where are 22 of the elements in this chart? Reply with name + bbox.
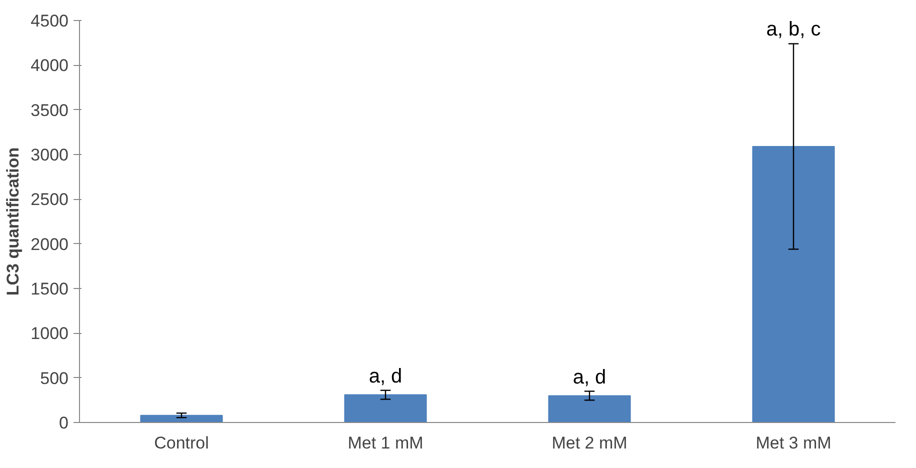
bar [344,394,427,422]
bar [548,395,631,422]
y-axis-title: LC3 quantification [4,147,23,296]
x-tick-label: Met 1 mM [348,434,424,452]
y-tick-label: 0 [59,414,69,432]
y-tick-label: 1500 [30,280,69,298]
bar [140,414,223,422]
y-tick-label: 3500 [30,100,69,120]
y-tick-label: 3000 [30,146,69,164]
annotation: a, d [368,365,402,388]
x-tick-label: Met 3 mM [756,434,832,452]
y-tick-label: 4500 [30,12,69,30]
y-tick-label: 2000 [30,234,69,254]
annotation: a, d [572,366,606,389]
y-tick-label: 2500 [30,190,69,210]
y-tick-label: 500 [40,368,69,388]
bar [752,146,835,422]
annotation: a, b, c [766,18,821,41]
x-tick-label: Control [154,434,209,452]
y-tick-label: 1000 [30,324,69,344]
x-tick-label: Met 2 mM [552,434,628,452]
y-tick-label: 4000 [30,56,69,76]
